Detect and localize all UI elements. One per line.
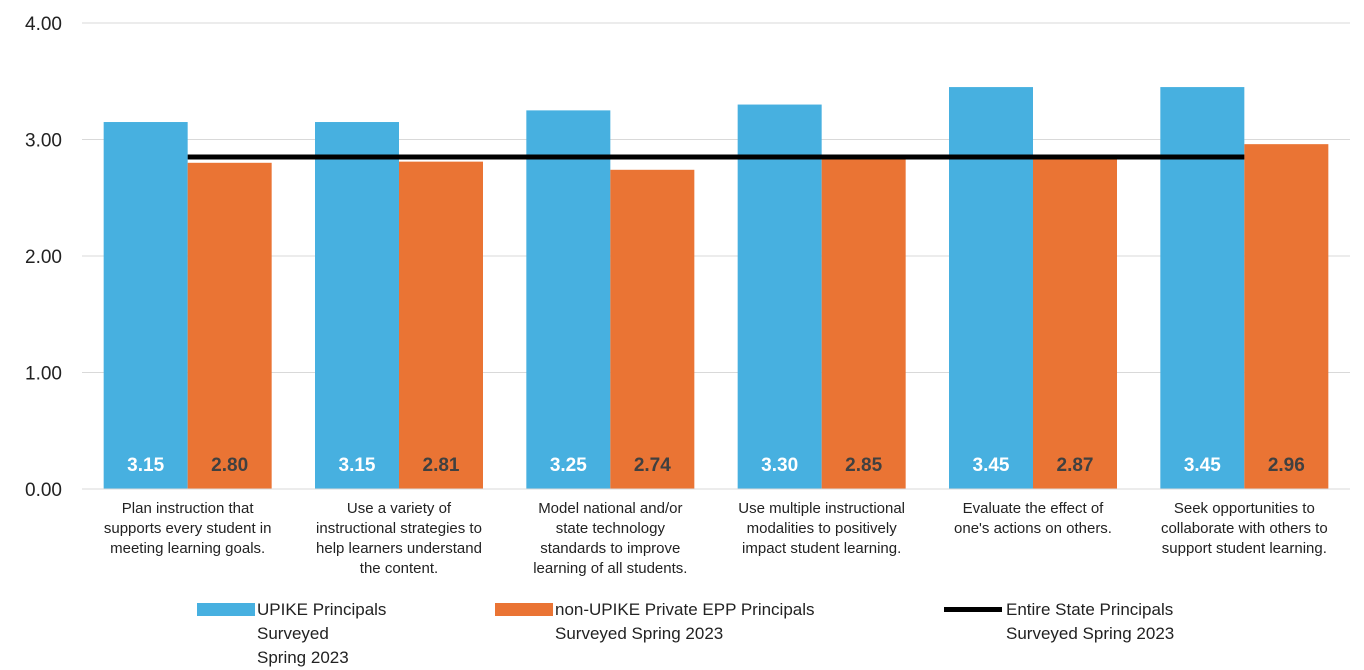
data-label: 2.80 xyxy=(211,455,248,476)
y-tick-label: 0.00 xyxy=(25,480,62,501)
legend-label-line: Surveyed Spring 2023 xyxy=(555,624,724,643)
bar-chart: 0.00 1.00 2.00 3.00 4.00 3.15 2.80 Plan instruc… xyxy=(25,14,1350,577)
legend-swatch xyxy=(495,603,553,616)
legend-label-line: Entire State Principals xyxy=(1006,600,1174,619)
bar-non-upike xyxy=(821,156,906,489)
legend-label-line: UPIKE Principals xyxy=(257,600,387,619)
category-label: supports every student in xyxy=(104,520,272,537)
category-label: Seek opportunities to xyxy=(1174,500,1315,517)
legend-label: non-UPIKE Private EPP Principals Surveyed… xyxy=(555,598,815,646)
legend-label: UPIKE Principals Surveyed Spring 2023 xyxy=(257,598,386,670)
legend-swatch xyxy=(944,607,1002,612)
bar-non-upike xyxy=(399,161,483,489)
data-label: 3.30 xyxy=(761,455,798,476)
category-label: support student learning. xyxy=(1162,540,1327,557)
bar-non-upike xyxy=(1244,144,1329,489)
legend-swatch xyxy=(197,603,255,616)
category-label: Use multiple instructional xyxy=(738,500,905,517)
data-label: 2.81 xyxy=(423,455,460,476)
legend-label-line: Spring 2023 xyxy=(257,648,349,667)
category-label: modalities to positively xyxy=(747,520,898,537)
data-label: 3.45 xyxy=(973,455,1010,476)
legend-label-line: non-UPIKE Private EPP Principals xyxy=(555,600,815,619)
category-label: help learners understand xyxy=(316,540,482,557)
category-label: impact student learning. xyxy=(742,540,901,557)
bar-upike xyxy=(103,122,188,490)
data-label: 3.15 xyxy=(339,455,376,476)
bar-non-upike xyxy=(187,162,272,490)
bar-upike xyxy=(949,87,1033,489)
data-label: 2.85 xyxy=(845,455,882,476)
data-label: 2.74 xyxy=(634,455,671,476)
category-label: meeting learning goals. xyxy=(110,540,265,557)
category-label: the content. xyxy=(360,560,438,577)
category-label: learning of all students. xyxy=(533,560,687,577)
legend-label: Entire State Principals Surveyed Spring 2… xyxy=(1006,598,1174,646)
category-label: Use a variety of xyxy=(347,500,452,517)
category-label: Evaluate the effect of xyxy=(963,500,1104,517)
data-label: 3.15 xyxy=(127,455,164,476)
y-tick-label: 1.00 xyxy=(25,364,62,385)
bar-upike xyxy=(737,104,822,490)
category-label: standards to improve xyxy=(540,540,680,557)
legend-label-line: Surveyed Spring 2023 xyxy=(1006,624,1175,643)
data-label: 3.25 xyxy=(550,455,587,476)
category-label: one's actions on others. xyxy=(954,520,1112,537)
y-tick-label: 3.00 xyxy=(25,131,62,152)
bar-non-upike xyxy=(1033,154,1117,489)
legend-item: non-UPIKE Private EPP Principals Surveyed… xyxy=(495,598,815,646)
bar-upike xyxy=(526,110,611,489)
data-label: 2.96 xyxy=(1268,455,1305,476)
data-label: 3.45 xyxy=(1184,455,1221,476)
y-tick-label: 2.00 xyxy=(25,247,62,268)
category-label: state technology xyxy=(556,520,666,537)
bar-upike xyxy=(315,122,399,490)
bar-non-upike xyxy=(610,169,695,490)
category-label: Model national and/or xyxy=(538,500,682,517)
y-tick-label: 4.00 xyxy=(25,14,62,35)
legend-item: Entire State Principals Surveyed Spring 2… xyxy=(944,598,1174,646)
bar-upike xyxy=(1160,87,1245,489)
legend-label-line: Surveyed xyxy=(257,624,329,643)
category-label: collaborate with others to xyxy=(1161,520,1328,537)
category-label: instructional strategies to xyxy=(316,520,482,537)
legend-item: UPIKE Principals Surveyed Spring 2023 xyxy=(197,598,386,670)
category-label: Plan instruction that xyxy=(122,500,255,517)
data-label: 2.87 xyxy=(1057,455,1094,476)
